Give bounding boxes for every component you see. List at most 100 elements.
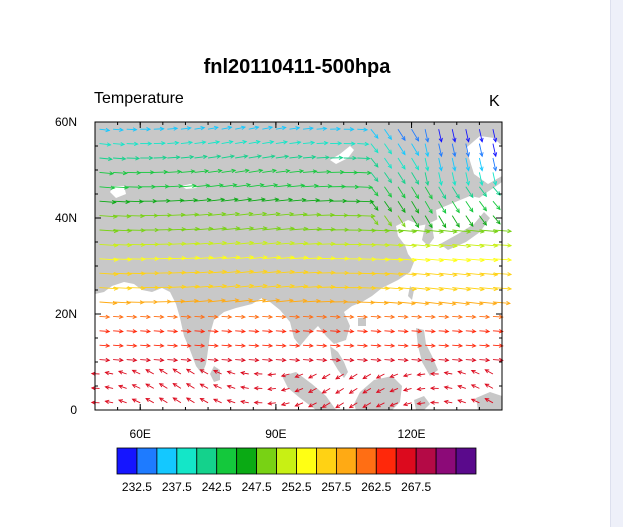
wind-arrow [370, 215, 379, 226]
colorbar-box [316, 447, 337, 475]
wind-arrow [131, 398, 141, 404]
wind-arrow [451, 215, 460, 228]
wind-arrow [289, 343, 301, 348]
wind-arrow [117, 370, 127, 375]
wind-arrow [99, 171, 115, 176]
wind-arrow [289, 314, 301, 319]
wind-arrow [262, 343, 274, 348]
wind-arrow [307, 402, 317, 408]
wind-arrow [226, 399, 236, 404]
wind-arrow [375, 388, 385, 393]
colorbar-label: 257.5 [321, 480, 351, 494]
wind-arrow [375, 373, 385, 379]
wind-arrow [397, 357, 409, 363]
land-asia [95, 122, 502, 374]
wind-arrow [235, 357, 247, 363]
wind-arrow [465, 343, 477, 348]
wind-arrow [438, 200, 447, 214]
wind-arrow [357, 314, 369, 319]
land-sumatra [282, 372, 336, 410]
colorbar-box [196, 447, 218, 475]
wind-arrow [208, 343, 219, 348]
wind-arrow [411, 200, 420, 214]
wind-arrow [451, 157, 457, 172]
wind-arrow [153, 357, 165, 363]
wind-arrow [99, 142, 112, 147]
wind-arrow [294, 373, 304, 378]
wind-arrow [240, 399, 249, 405]
wind-arrow [316, 284, 336, 290]
wind-arrow [275, 168, 291, 174]
wind-arrow [208, 329, 219, 334]
wind-arrow [275, 343, 287, 348]
wind-arrow [375, 402, 385, 408]
wind-arrow [221, 329, 233, 334]
wind-arrow [452, 357, 464, 363]
wind-arrow [411, 157, 420, 171]
wind-arrow [253, 371, 263, 376]
wind-arrow [438, 357, 450, 363]
wind-arrow [131, 384, 141, 389]
wind-arrow [452, 314, 464, 319]
wind-arrow [275, 314, 287, 319]
wind-arrow [384, 200, 393, 213]
wind-arrow [465, 129, 470, 143]
wind-arrow [492, 172, 498, 187]
wind-arrow [221, 357, 233, 363]
wind-arrow [235, 197, 253, 202]
colorbar-label: 242.5 [202, 480, 232, 494]
lon-tick-label: 120E [398, 427, 426, 441]
wind-arrow [140, 141, 153, 146]
wind-arrow [438, 343, 450, 348]
wind-arrow [479, 357, 491, 363]
colorbar-box [236, 447, 258, 475]
wind-arrow [153, 126, 165, 132]
wind-arrow [221, 314, 233, 319]
wind-arrow [397, 215, 406, 228]
wind-arrow [262, 197, 280, 202]
colorbar-box [375, 447, 397, 475]
wind-arrow [99, 314, 111, 319]
wind-arrow [167, 241, 187, 246]
wind-arrow [248, 154, 263, 159]
wind-arrow [370, 200, 379, 211]
wind-arrow [113, 271, 133, 277]
wind-arrow [167, 329, 179, 334]
wind-arrow [90, 400, 100, 405]
wind-arrow [397, 343, 409, 348]
wind-arrow [194, 140, 207, 145]
wind-arrow [330, 141, 343, 146]
lat-tick-label: 40N [55, 211, 77, 225]
wind-arrow [316, 184, 333, 189]
wind-arrow [235, 314, 247, 319]
wind-arrow [492, 143, 498, 158]
wind-arrow [438, 215, 447, 229]
wind-arrow [492, 357, 504, 363]
wind-arrow [316, 140, 329, 146]
wind-arrow [167, 227, 187, 232]
wind-arrow [411, 128, 420, 142]
wind-arrow [362, 388, 372, 394]
wind-arrow [451, 172, 457, 187]
axis-ticks: 60E 90E 120E 0 20N 40N 60N [55, 115, 503, 441]
wind-arrow [167, 299, 186, 304]
wind-arrow [180, 329, 192, 334]
wind-arrow [316, 270, 336, 275]
wind-arrow [99, 127, 111, 133]
wind-arrow [492, 300, 511, 306]
colorbar-box [256, 447, 277, 475]
wind-arrow [167, 357, 179, 363]
wind-arrow [167, 270, 187, 275]
wind-arrow [389, 387, 399, 393]
wind-arrow [397, 128, 406, 142]
wind-arrow [153, 314, 165, 319]
wind-arrow [104, 370, 114, 376]
wind-arrow [167, 183, 184, 189]
wind-arrow [397, 314, 409, 319]
colorbar-box [156, 447, 178, 475]
wind-arrow [343, 343, 355, 348]
wind-arrow [221, 140, 234, 145]
wind-arrow [443, 399, 453, 405]
wind-arrow [194, 357, 206, 363]
wind-arrow [172, 382, 182, 389]
